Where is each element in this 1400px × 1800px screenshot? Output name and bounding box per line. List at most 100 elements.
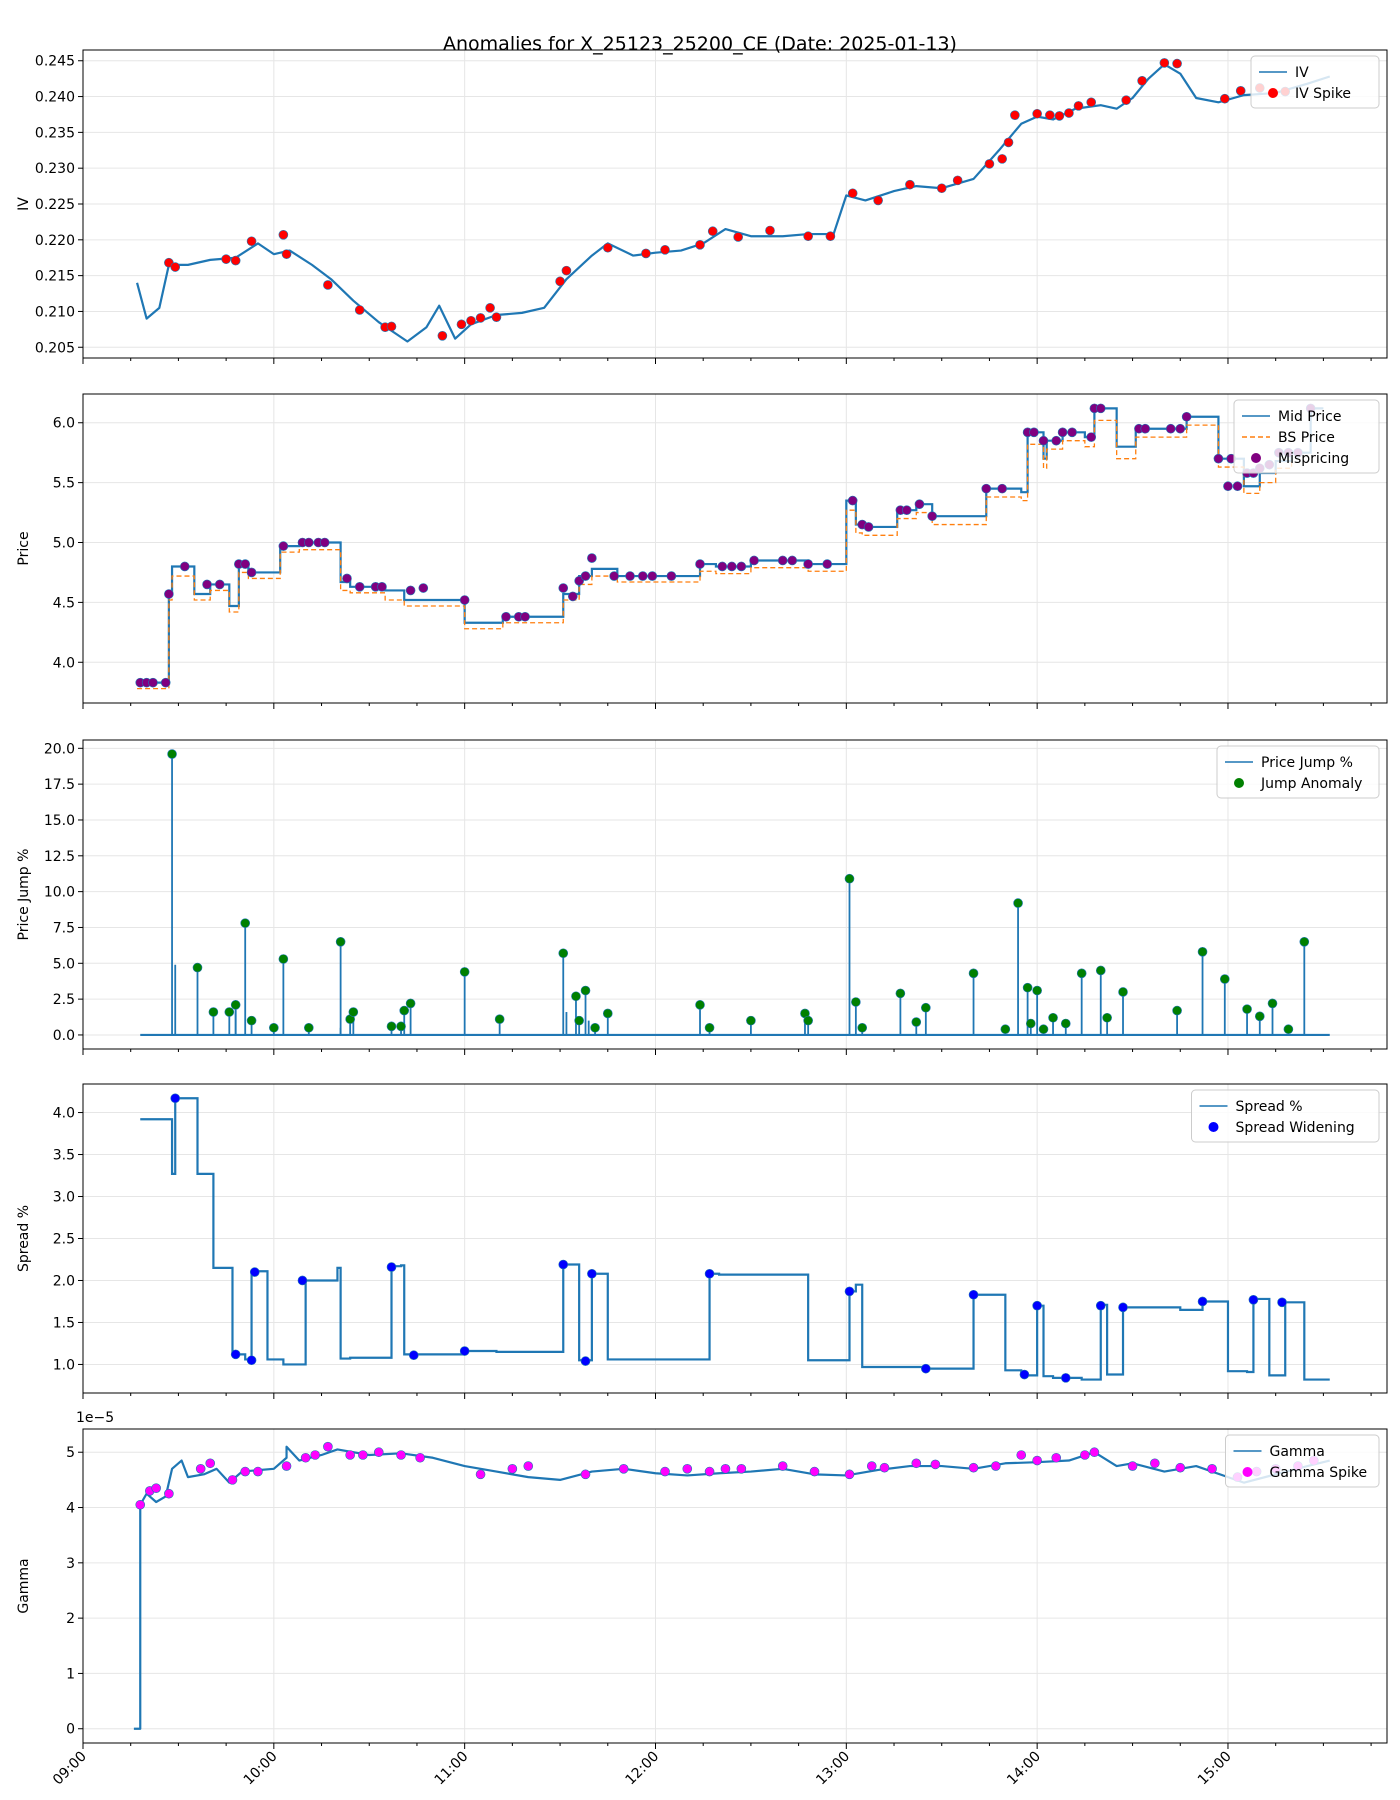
panel-3: 0.0 2.5 5.0 7.5 10.0 12.5 15.0 17.5 20.0 Price Ju… (16, 739, 1388, 1055)
scatter-point (246, 236, 257, 247)
y-tick-label: 5.5 (53, 476, 75, 492)
scatter-point (507, 1464, 518, 1474)
scatter-point (787, 555, 798, 566)
scatter-point (1207, 1464, 1217, 1474)
scatter-point (348, 1007, 359, 1017)
legend-box (1191, 1089, 1380, 1143)
scatter-point (475, 1469, 486, 1480)
scatter-point (459, 1346, 470, 1356)
scatter-point (647, 571, 658, 581)
plot-area (136, 58, 1331, 343)
scatter-point (1175, 1462, 1186, 1473)
scatter-point (195, 1464, 206, 1474)
scatter-point (319, 537, 330, 548)
scatter-point (1025, 1018, 1036, 1029)
y-tick-label: 0.240 (35, 90, 75, 106)
x-tick-label: 09:00 (50, 1749, 90, 1789)
scatter-point (485, 303, 495, 313)
scatter-point (602, 1008, 613, 1019)
y-tick-label: 2.5 (53, 1232, 75, 1248)
scatter-point (459, 967, 470, 977)
axis-offset-label: 1e−5 (76, 1410, 114, 1426)
scatter-point (574, 1015, 584, 1026)
scatter-point (1248, 1294, 1259, 1305)
scatter-point (230, 1000, 241, 1010)
scatter-point (1003, 137, 1014, 148)
scatter-point (520, 611, 530, 622)
y-tick-label: 0.220 (35, 233, 75, 249)
scatter-point (278, 230, 289, 240)
y-tick-label: 0.230 (35, 161, 75, 177)
scatter-point (1000, 1024, 1011, 1035)
scatter-point (1137, 76, 1147, 86)
scatter-point (1060, 1018, 1071, 1029)
scatter-point (459, 595, 470, 605)
scatter-point (695, 559, 705, 569)
scatter-point (1038, 1024, 1049, 1035)
y-tick-label: 6.0 (53, 416, 75, 432)
scatter-point (466, 315, 476, 326)
scatter-point (246, 567, 257, 578)
scatter-point (1038, 435, 1049, 446)
x-tick-label: 12:00 (622, 1749, 662, 1789)
scatter-point (558, 1259, 569, 1270)
scatter-point (567, 591, 578, 602)
scatter-point (1032, 1455, 1042, 1466)
legend: IV IV Spike (1250, 55, 1380, 109)
scatter-point (253, 1466, 263, 1477)
scatter-point (968, 1289, 979, 1300)
y-tick-label: 4.0 (53, 1106, 75, 1122)
scatter-point (1051, 435, 1062, 446)
scatter-point (1086, 432, 1097, 442)
scatter-point (1150, 1458, 1160, 1469)
y-tick-label: 0.205 (35, 340, 75, 356)
scatter-point (555, 276, 565, 287)
legend-marker (1268, 88, 1278, 98)
scatter-point (1019, 1369, 1030, 1380)
scatter-point (1121, 95, 1131, 105)
scatter-point (160, 677, 171, 688)
scatter-point (494, 1014, 505, 1024)
scatter-point (968, 1462, 979, 1473)
scatter-point (930, 1459, 941, 1470)
x-tick-label: 10:00 (241, 1749, 281, 1789)
scatter-point (240, 559, 251, 569)
scatter-point (580, 1469, 591, 1480)
scatter-point (803, 1015, 813, 1026)
scatter-point (249, 1267, 260, 1277)
scatter-point (1076, 968, 1087, 979)
scatter-point (246, 1355, 257, 1366)
scatter-point (300, 1452, 311, 1463)
plot-area (140, 749, 1330, 1037)
y-tick-label: 2.5 (53, 992, 75, 1008)
scatter-point (221, 254, 231, 264)
legend: Gamma Gamma Spike (1225, 1434, 1380, 1488)
scatter-point (844, 1469, 855, 1480)
legend-label: Mispricing (1278, 451, 1349, 467)
scatter-point (777, 1461, 788, 1471)
scatter-point (1172, 1005, 1182, 1016)
y-tick-label: 5.0 (53, 956, 75, 972)
scatter-point (587, 553, 597, 563)
scatter-point (386, 1021, 397, 1032)
scatter-point (736, 561, 747, 572)
scatter-point (354, 305, 365, 315)
scatter-point (1086, 97, 1097, 108)
scatter-point (214, 579, 225, 590)
scatter-point (851, 997, 861, 1007)
y-axis-label: IV (16, 197, 32, 211)
y-tick-label: 12.5 (44, 849, 75, 865)
scatter-point (1197, 947, 1208, 957)
scatter-point (997, 154, 1007, 164)
scatter-point (345, 1450, 355, 1460)
scatter-point (151, 1483, 161, 1493)
y-tick-label: 5.0 (53, 536, 75, 552)
scatter-point (1242, 1004, 1252, 1014)
scatter-point (269, 1022, 279, 1033)
scatter-point (746, 1015, 756, 1026)
scatter-point (637, 571, 648, 581)
legend-box (1225, 1434, 1380, 1488)
scatter-point (660, 1466, 670, 1477)
scatter-point (399, 1005, 410, 1016)
axes-frame (82, 393, 1388, 704)
